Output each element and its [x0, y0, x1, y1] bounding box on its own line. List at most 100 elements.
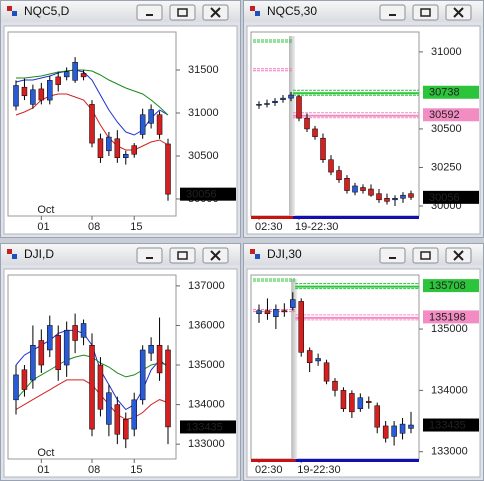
candle-body	[30, 344, 36, 381]
candle-body	[47, 80, 53, 101]
y-tick-label: 133000	[188, 438, 225, 450]
window-icon	[250, 249, 255, 254]
y-tick-label: 134000	[188, 398, 225, 410]
chart-area	[3, 268, 238, 478]
candle-body	[156, 344, 163, 374]
candle-body	[72, 325, 78, 341]
candle-body	[298, 301, 304, 353]
candle-body	[106, 392, 112, 425]
window-title: DJI,30	[267, 247, 302, 261]
button-glyph	[420, 8, 431, 17]
candle-body	[280, 97, 286, 100]
candle-body	[97, 364, 104, 410]
candle-body	[256, 310, 262, 314]
maximize-button[interactable]	[412, 4, 439, 21]
candle-body	[114, 138, 121, 158]
candle-body	[148, 109, 154, 124]
last-price-label: 30056	[429, 192, 460, 204]
candle-body	[165, 143, 171, 195]
window-icon	[255, 11, 260, 16]
moving-average	[16, 69, 169, 116]
month-label: Oct	[37, 447, 54, 459]
candle-body	[382, 425, 389, 439]
candle-body	[30, 89, 36, 105]
minimize-button[interactable]	[379, 4, 406, 21]
last-price-box	[180, 187, 236, 201]
month-label: Oct	[37, 204, 54, 216]
candle-body	[408, 193, 414, 198]
candle-body	[340, 390, 347, 410]
candle-body	[290, 299, 296, 308]
candle-body	[360, 187, 366, 191]
maximize-button[interactable]	[169, 4, 196, 21]
candle-body	[131, 399, 137, 430]
x-tick-label: 19-22:30	[295, 221, 338, 233]
maximize-button[interactable]	[412, 247, 439, 264]
chart-area	[246, 25, 481, 235]
x-tick-label: 02:30	[255, 221, 283, 233]
minimize-button[interactable]	[379, 247, 406, 264]
candle-body	[63, 329, 70, 366]
window-title: DJI,D	[24, 247, 54, 261]
window-title: NQC5,D	[24, 4, 70, 18]
candle-body	[273, 309, 279, 318]
candle-body	[408, 424, 414, 429]
candle-body	[400, 194, 406, 199]
level-price-box	[423, 108, 479, 122]
window-title: NQC5,30	[267, 4, 317, 18]
candle-body	[384, 198, 390, 202]
y-tick-label: 30250	[431, 161, 462, 173]
last-price-box	[423, 418, 479, 432]
candle-body	[349, 393, 355, 413]
y-tick-label: 31500	[188, 64, 219, 76]
candle-body	[123, 418, 129, 440]
candle-body	[106, 136, 112, 152]
candle-body	[391, 425, 397, 437]
last-price-label: 30056	[186, 189, 217, 201]
last-price-box	[423, 190, 479, 204]
candle-body	[399, 423, 406, 434]
x-tick-label: 19-22:30	[297, 464, 340, 476]
session-bar	[293, 216, 419, 219]
candle-body	[328, 159, 334, 173]
chart-area	[246, 268, 481, 478]
candle-body	[315, 358, 321, 362]
button-glyph	[453, 250, 464, 261]
candle-body	[21, 86, 28, 97]
candle-body	[13, 85, 19, 107]
candle-body	[139, 349, 146, 401]
y-tick-label: 136000	[188, 319, 225, 331]
last-price-box	[180, 420, 236, 434]
window-icon	[12, 11, 17, 16]
last-price-label: 133435	[429, 419, 466, 431]
candle-body	[392, 198, 398, 201]
candle-body	[323, 362, 330, 382]
button-glyph	[453, 7, 464, 18]
session-bar	[251, 459, 296, 462]
session-bar	[251, 216, 293, 219]
candle-body	[72, 62, 78, 81]
candle-body	[89, 104, 95, 144]
candle-body	[312, 128, 318, 137]
minimize-button[interactable]	[136, 4, 163, 21]
y-tick-label: 30500	[188, 150, 219, 162]
candle-body	[264, 310, 271, 314]
candle-body	[336, 170, 342, 181]
window-icon	[255, 254, 260, 259]
session-separator	[291, 279, 298, 459]
y-tick-label: 135000	[431, 323, 468, 335]
y-tick-label: 135000	[188, 359, 225, 371]
candle-body	[357, 397, 364, 410]
candle-body	[123, 154, 129, 158]
candle-body	[156, 114, 163, 135]
candle-body	[368, 188, 374, 196]
x-tick-label: 01	[37, 464, 49, 476]
candle-body	[21, 369, 28, 390]
maximize-button[interactable]	[169, 247, 196, 264]
minimize-button[interactable]	[136, 247, 163, 264]
y-tick-label: 137000	[188, 280, 225, 292]
candle-body	[47, 325, 53, 351]
button-glyph	[210, 7, 221, 18]
candle-body	[131, 145, 137, 155]
